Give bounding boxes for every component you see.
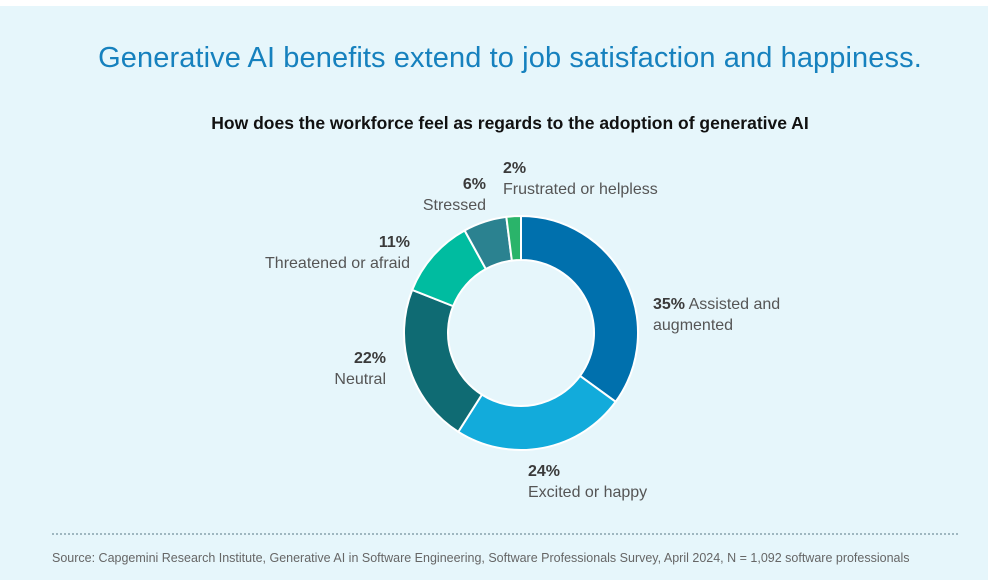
- slice-frustrated: [505, 214, 522, 262]
- label-stressed-pct: 6%: [462, 176, 486, 193]
- label-neutral-name: Neutral: [334, 371, 386, 388]
- slice-excited: [456, 374, 618, 451]
- slice-assisted: [520, 214, 639, 404]
- label-assisted-name-line2: augmented: [653, 317, 734, 334]
- label-neutral-pct: 22%: [353, 350, 386, 367]
- label-frustrated-name: Frustrated or helpless: [503, 181, 658, 198]
- label-threatened: 11% Threatened or afraid: [210, 232, 410, 274]
- label-excited-pct: 24%: [528, 463, 561, 480]
- label-frustrated: 2% Frustrated or helpless: [503, 158, 658, 200]
- label-excited-name: Excited or happy: [528, 484, 648, 501]
- label-excited: 24% Excited or happy: [528, 461, 647, 503]
- source-note: Source: Capgemini Research Institute, Ge…: [52, 551, 910, 565]
- chart-panel: [0, 6, 988, 580]
- label-threatened-pct: 11%: [378, 234, 410, 251]
- footer-divider: [52, 533, 958, 535]
- page-title: Generative AI benefits extend to job sat…: [98, 42, 922, 74]
- label-assisted: 35% Assisted and augmented: [653, 294, 780, 336]
- label-assisted-pct: 35%: [653, 296, 686, 313]
- label-stressed: 6% Stressed: [386, 174, 486, 216]
- label-frustrated-pct: 2%: [503, 160, 527, 177]
- slice-neutral: [403, 288, 484, 434]
- label-stressed-name: Stressed: [422, 197, 486, 214]
- label-threatened-name: Threatened or afraid: [265, 255, 410, 272]
- label-neutral: 22% Neutral: [286, 348, 386, 390]
- label-assisted-name: Assisted and: [688, 296, 781, 313]
- chart-subtitle: How does the workforce feel as regards t…: [211, 113, 809, 133]
